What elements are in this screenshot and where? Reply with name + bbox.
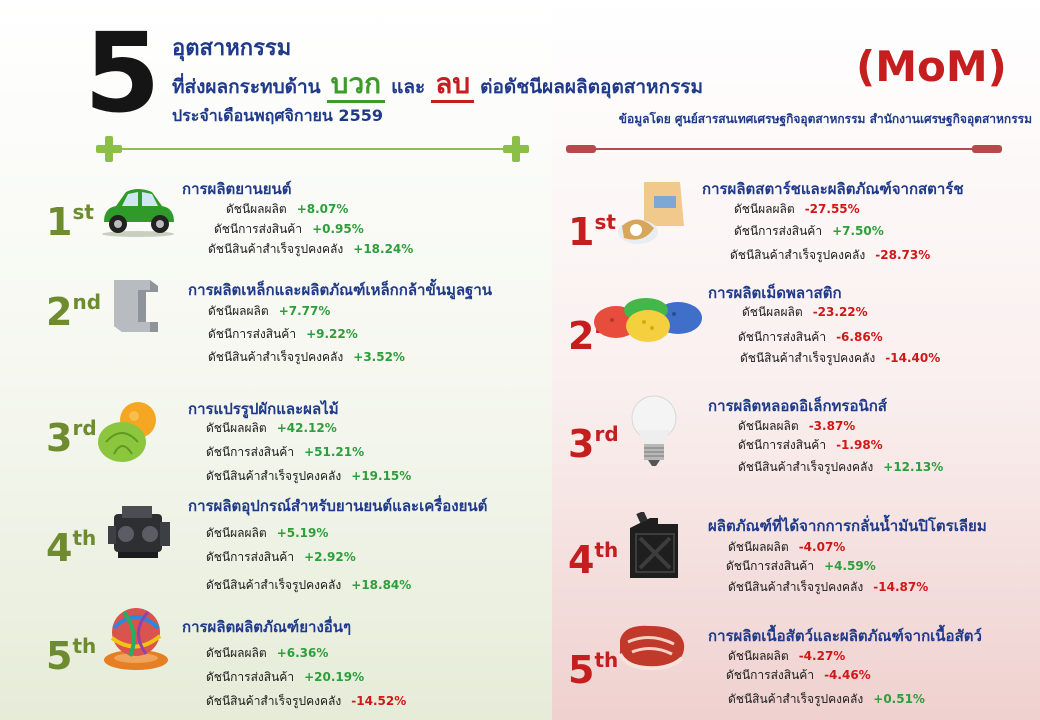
positive-4-inventory: ดัชนีสินค้าสำเร็จรูปคงคลัง +18.84%	[206, 578, 412, 592]
positive-5-inventory: ดัชนีสินค้าสำเร็จรูปคงคลัง -14.52%	[206, 694, 407, 708]
positive-2-production: ดัชนีผลผลิต +7.77%	[208, 304, 331, 318]
negative-divider	[590, 148, 990, 150]
rank-1-positive: 1st	[46, 200, 94, 244]
rank-4-negative: 4th	[568, 538, 619, 582]
positive-1-inventory: ดัชนีสินค้าสำเร็จรูปคงคลัง +18.24%	[208, 242, 414, 256]
positive-3-inventory: ดัชนีสินค้าสำเร็จรูปคงคลัง +19.15%	[206, 469, 412, 483]
positive-2-shipment: ดัชนีการส่งสินค้า +9.22%	[208, 327, 358, 341]
negative-5-inventory: ดัชนีสินค้าสำเร็จรูปคงคลัง +0.51%	[728, 692, 925, 706]
rank-5-negative: 5th	[568, 648, 619, 692]
mom-label: (MoM)	[856, 42, 1007, 91]
header-line-2: ที่ส่งผลกระทบด้าน บวก และ ลบ ต่อดัชนีผลผลิตอ…	[172, 62, 703, 106]
data-source: ข้อมูลโดย ศูนย์สารสนเทศเศรษฐกิจอุตสาหกรร…	[618, 112, 1032, 126]
negative-3-inventory: ดัชนีสินค้าสำเร็จรูปคงคลัง +12.13%	[738, 460, 944, 474]
positive-1-shipment: ดัชนีการส่งสินค้า +0.95%	[214, 222, 364, 236]
negative-2-inventory: ดัชนีสินค้าสำเร็จรูปคงคลัง -14.40%	[740, 351, 941, 365]
positive-2-inventory: ดัชนีสินค้าสำเร็จรูปคงคลัง +3.52%	[208, 350, 405, 364]
positive-divider	[112, 148, 516, 150]
positive-2-title: การผลิตเหล็กและผลิตภัณฑ์เหล็กกล้าขั้นมูล…	[188, 281, 492, 299]
fuel-can-icon	[630, 512, 678, 578]
rank-4-positive: 4th	[46, 526, 97, 570]
positive-5-title: การผลิตผลิตภัณฑ์ยางอื่นๆ	[182, 618, 352, 636]
header-suffix: ต่อดัชนีผลผลิตอุตสาหกรรม	[480, 76, 704, 98]
positive-1-production: ดัชนีผลผลิต +8.07%	[226, 202, 349, 216]
negative-2-title: การผลิตเม็ดพลาสติก	[708, 284, 842, 302]
rank-5-positive: 5th	[46, 634, 97, 678]
negative-5-title: การผลิตเนื้อสัตว์และผลิตภัณฑ์จากเนื้อสัต…	[708, 627, 982, 645]
positive-5-production: ดัชนีผลผลิต +6.36%	[206, 646, 329, 660]
report-month: ประจำเดือนพฤศจิกายน 2559	[172, 106, 383, 125]
negative-1-shipment: ดัชนีการส่งสินค้า +7.50%	[734, 224, 884, 238]
negative-4-shipment: ดัชนีการส่งสินค้า +4.59%	[726, 559, 876, 573]
positive-4-title: การผลิตอุปกรณ์สำหรับยานยนต์และเครื่องยนต…	[188, 497, 488, 515]
light-bulb-icon	[631, 395, 677, 466]
rank-3-negative: 3rd	[568, 422, 619, 466]
rank-1-negative: 1st	[568, 210, 616, 254]
car-icon	[102, 189, 174, 237]
negative-2-shipment: ดัชนีการส่งสินค้า -6.86%	[738, 330, 883, 344]
engine-icon	[108, 506, 170, 558]
negative-2-production: ดัชนีผลผลิต -23.22%	[742, 305, 868, 319]
meat-icon	[618, 625, 685, 671]
and-word: และ	[391, 76, 426, 98]
plastic-pellets-icon	[594, 298, 702, 342]
positive-3-title: การแปรรูปผักและผลไม้	[188, 400, 339, 418]
plus-icon	[503, 136, 529, 162]
negative-1-production: ดัชนีผลผลิต -27.55%	[734, 202, 860, 216]
plus-icon	[96, 136, 122, 162]
fruit-vegetable-icon	[98, 402, 156, 462]
positive-1-title: การผลิตยานยนต์	[182, 180, 292, 198]
negative-4-title: ผลิตภัณฑ์ที่ได้จากการกลั่นน้ำมันปิโตรเลี…	[708, 517, 987, 535]
negative-word: ลบ	[431, 67, 475, 103]
minus-icon	[972, 145, 1002, 153]
negative-3-title: การผลิตหลอดอิเล็กทรอนิกส์	[708, 397, 887, 415]
positive-4-shipment: ดัชนีการส่งสินค้า +2.92%	[206, 550, 356, 564]
rank-2-positive: 2nd	[46, 290, 102, 334]
negative-4-inventory: ดัชนีสินค้าสำเร็จรูปคงคลัง -14.87%	[728, 580, 929, 594]
negative-panel	[552, 0, 1040, 720]
minus-icon	[566, 145, 596, 153]
starch-bag-icon	[618, 182, 684, 244]
big-number: 5	[84, 9, 161, 137]
positive-panel	[0, 0, 552, 720]
positive-3-shipment: ดัชนีการส่งสินค้า +51.21%	[206, 445, 365, 459]
positive-word: บวก	[326, 67, 386, 103]
header-line-1: อุตสาหกรรม	[172, 36, 292, 61]
negative-1-title: การผลิตสตาร์ชและผลิตภัณฑ์จากสตาร์ช	[702, 180, 964, 198]
rank-3-positive: 3rd	[46, 416, 97, 460]
steel-beam-icon	[114, 280, 158, 332]
negative-3-shipment: ดัชนีการส่งสินค้า -1.98%	[738, 438, 883, 452]
negative-5-production: ดัชนีผลผลิต -4.27%	[728, 649, 846, 663]
negative-4-production: ดัชนีผลผลิต -4.07%	[728, 540, 846, 554]
positive-4-production: ดัชนีผลผลิต +5.19%	[206, 526, 329, 540]
negative-3-production: ดัชนีผลผลิต -3.87%	[738, 419, 856, 433]
positive-5-shipment: ดัชนีการส่งสินค้า +20.19%	[206, 670, 365, 684]
negative-5-shipment: ดัชนีการส่งสินค้า -4.46%	[726, 668, 871, 682]
header-prefix: ที่ส่งผลกระทบด้าน	[172, 76, 321, 98]
negative-1-inventory: ดัชนีสินค้าสำเร็จรูปคงคลัง -28.73%	[730, 248, 931, 262]
positive-3-production: ดัชนีผลผลิต +42.12%	[206, 421, 337, 435]
rubber-band-ball-icon	[104, 608, 168, 670]
